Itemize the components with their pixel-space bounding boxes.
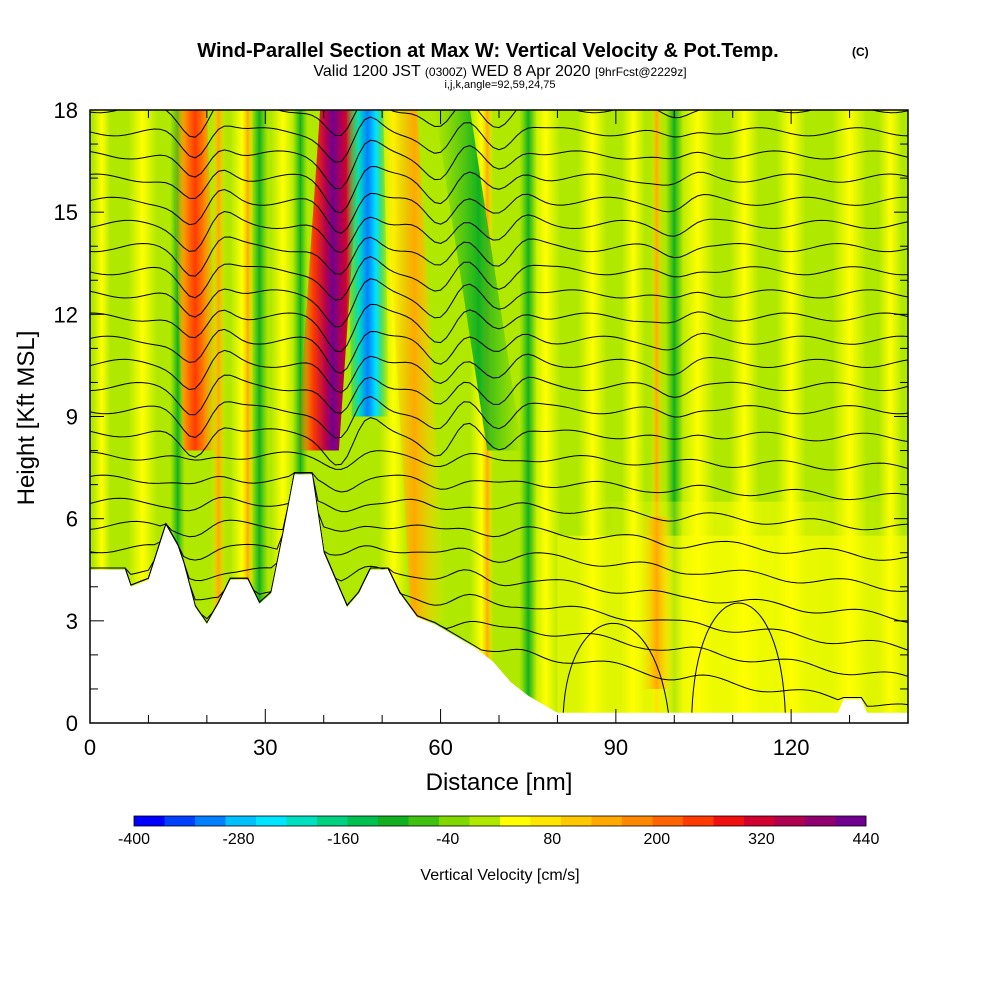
y-tick-label: 9 [66,405,78,430]
colorbar-tick-label: 80 [543,831,561,848]
x-tick-label: 30 [253,735,277,760]
indices-line: i,j,k,angle=92,59,24,75 [444,79,555,91]
downdraft-band [435,110,523,451]
colorbar [133,815,867,827]
valid-date: WED 8 Apr 2020 [471,63,590,80]
theta-contour [90,278,908,328]
colorbar-swatch [164,816,196,826]
theta-contour [90,188,908,234]
downdraft-band [345,110,390,417]
colorbar-tick-label: -280 [223,831,255,848]
colorbar-swatch [378,816,409,826]
theta-contour [90,472,908,623]
theta-contour [691,602,786,713]
theta-contour [90,450,908,471]
colorbar-swatch [744,816,775,826]
colorbar-tick-labels: -400 -280 -160 -40 80 200 320 440 [118,831,879,848]
theta-contour [90,328,908,374]
colorbar-swatch [774,816,806,826]
field-stripe [241,110,254,723]
colorbar-swatch [408,816,440,826]
theta-contour [90,236,908,277]
theta-contour [90,110,908,138]
colorbar-swatch [225,816,257,826]
x-tick-label: 0 [84,735,96,760]
colorbar-swatch [317,816,348,826]
theta-contours [90,110,908,713]
updraft-band [382,110,447,621]
theta-contour [90,303,908,353]
colorbar-tick-label: -40 [436,831,459,848]
theta-contour [90,256,908,301]
theta-contour [562,622,669,713]
colorbar-swatch [500,816,531,826]
colorbar-tick-label: 320 [748,831,775,848]
colorbar-tick-label: 200 [644,831,671,848]
theta-contour [90,166,908,214]
y-tick-label: 15 [54,200,78,225]
title-mark: (C) [852,45,869,59]
updraft-band [171,110,219,451]
colorbar-swatch [469,816,501,826]
y-tick-label: 6 [66,507,78,532]
valid-line: Valid 1200 JST (0300Z) WED 8 Apr 2020 [9… [313,63,686,80]
forecast-tag: [9hrFcst@2229z] [595,65,687,79]
colorbar-swatch [561,816,592,826]
y-tick-label: 12 [54,302,78,327]
x-tick-label: 120 [773,735,810,760]
field-stripe [211,110,226,723]
colorbar-tick-label: -160 [327,831,359,848]
terrain [90,474,908,723]
theta-contour [90,472,908,561]
updraft-band [639,516,675,689]
y-tick-label: 18 [54,98,78,123]
colorbar-swatch [347,816,379,826]
colorbar-tick-label: 440 [853,831,880,848]
theta-contour [90,472,908,651]
y-tick-label: 0 [66,711,78,736]
colorbar-tick-label: -400 [118,831,150,848]
field-stripe [250,110,269,723]
velocity-field [90,110,908,723]
colorbar-swatch [591,816,623,826]
theta-contour [90,396,908,439]
x-axis-title: Distance [nm] [426,769,573,796]
colorbar-swatch [256,816,287,826]
chart-title: Wind-Parallel Section at Max W: Vertical… [197,40,778,62]
theta-contour [90,472,908,592]
colorbar-swatch [652,816,684,826]
x-tick-label: 90 [604,735,628,760]
colorbar-swatch [530,816,562,826]
colorbar-swatch [713,816,745,826]
theta-contour [90,472,908,531]
colorbar-swatch [805,816,836,826]
colorbar-swatch [134,816,165,826]
y-tick-label: 3 [66,609,78,634]
theta-contour [90,116,908,163]
y-ticks: 0 3 6 9 12 15 18 [54,98,908,736]
colorbar-swatch [195,816,226,826]
colorbar-swatch [286,816,318,826]
theta-contour [90,210,908,254]
theta-contour [90,472,908,501]
y-axis-title: Height [Kft MSL] [13,331,40,506]
x-tick-label: 60 [428,735,452,760]
colorbar-swatch [622,816,653,826]
colorbar-swatch [835,816,867,826]
theta-contour [90,349,908,394]
theta-contour [90,417,908,466]
valid-zone: (0300Z) [425,65,467,79]
field-region [580,501,908,723]
field-stripe [519,110,537,723]
colorbar-title: Vertical Velocity [cm/s] [420,867,579,884]
theta-contour [90,139,908,190]
field-stripe [650,110,663,723]
colorbar-frame [133,815,867,827]
x-ticks: 0 30 60 90 120 [84,110,909,760]
valid-prefix: Valid 1200 JST [313,63,421,80]
colorbar-swatch [439,816,470,826]
colorbar-swatch [683,816,714,826]
theta-contour [90,374,908,416]
